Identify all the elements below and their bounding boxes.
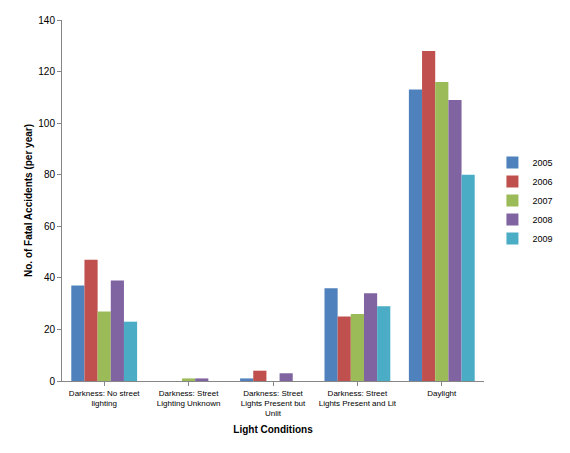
svg-text:2005: 2005 bbox=[532, 158, 552, 168]
svg-text:2007: 2007 bbox=[532, 196, 552, 206]
svg-text:60: 60 bbox=[44, 221, 56, 232]
svg-text:100: 100 bbox=[38, 118, 55, 129]
svg-text:Darkness: StreetLights Present: Darkness: StreetLights Present butUnlit bbox=[241, 389, 306, 419]
svg-text:Darkness: StreetLighting Unkno: Darkness: StreetLighting Unknown bbox=[157, 389, 221, 408]
svg-text:2006: 2006 bbox=[532, 177, 552, 187]
svg-text:40: 40 bbox=[44, 272, 56, 283]
svg-text:Daylight: Daylight bbox=[427, 389, 457, 398]
svg-text:Light Conditions: Light Conditions bbox=[233, 424, 313, 435]
svg-text:Darkness: No streetlighting: Darkness: No streetlighting bbox=[69, 389, 140, 408]
svg-text:No. of Fatal Accidents (per ye: No. of Fatal Accidents (per year) bbox=[23, 124, 34, 277]
svg-text:140: 140 bbox=[38, 15, 55, 26]
svg-text:80: 80 bbox=[44, 169, 56, 180]
svg-text:120: 120 bbox=[38, 66, 55, 77]
svg-text:0: 0 bbox=[49, 376, 55, 387]
svg-text:Darkness: StreetLights Present: Darkness: StreetLights Present and Lit bbox=[319, 389, 397, 408]
svg-text:20: 20 bbox=[44, 324, 56, 335]
svg-text:2009: 2009 bbox=[532, 234, 552, 244]
svg-text:2008: 2008 bbox=[532, 215, 552, 225]
